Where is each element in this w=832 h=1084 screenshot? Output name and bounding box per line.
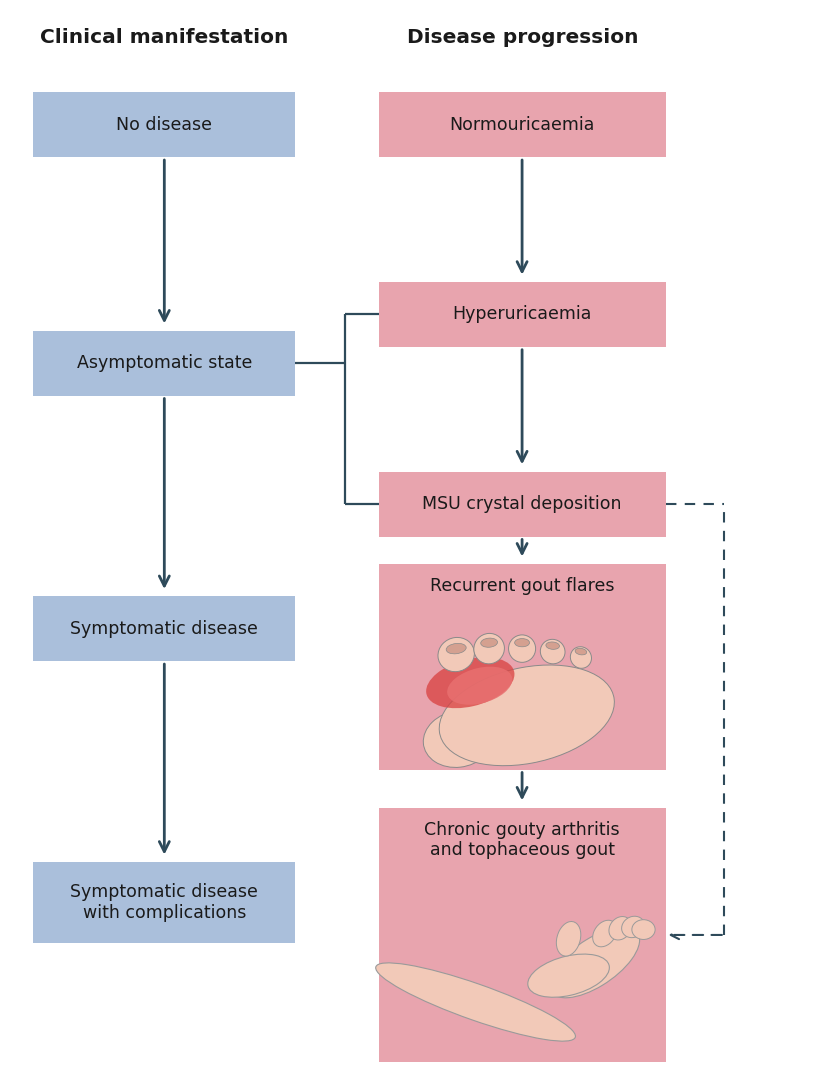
Ellipse shape [423,711,493,767]
Ellipse shape [592,920,617,946]
Ellipse shape [527,954,609,997]
Text: Symptomatic disease
with complications: Symptomatic disease with complications [71,883,258,921]
Text: MSU crystal deposition: MSU crystal deposition [423,495,622,513]
FancyBboxPatch shape [33,862,295,943]
Text: Normouricaemia: Normouricaemia [449,116,595,133]
Ellipse shape [631,919,655,940]
Text: Chronic gouty arthritis
and tophaceous gout: Chronic gouty arthritis and tophaceous g… [424,821,620,860]
Ellipse shape [439,664,614,765]
FancyBboxPatch shape [379,282,666,347]
Ellipse shape [609,917,631,940]
Ellipse shape [575,648,587,655]
Text: Asymptomatic state: Asymptomatic state [77,354,252,372]
Ellipse shape [549,927,640,997]
Ellipse shape [426,657,514,708]
Text: Disease progression: Disease progression [407,28,638,48]
Text: Symptomatic disease: Symptomatic disease [71,620,258,637]
Text: Recurrent gout flares: Recurrent gout flares [430,577,614,595]
Ellipse shape [376,963,576,1041]
Text: Clinical manifestation: Clinical manifestation [40,28,288,48]
Ellipse shape [540,640,565,663]
Text: No disease: No disease [116,116,212,133]
Ellipse shape [474,633,504,663]
Ellipse shape [508,635,536,662]
FancyBboxPatch shape [33,596,295,661]
Text: Hyperuricaemia: Hyperuricaemia [453,306,592,323]
Ellipse shape [481,638,498,647]
FancyBboxPatch shape [379,472,666,537]
Ellipse shape [622,916,645,938]
Ellipse shape [546,642,559,649]
FancyBboxPatch shape [379,564,666,770]
Ellipse shape [571,647,592,669]
Ellipse shape [447,667,513,705]
FancyBboxPatch shape [33,331,295,396]
FancyBboxPatch shape [379,92,666,157]
Ellipse shape [438,637,474,672]
Ellipse shape [515,638,529,647]
FancyBboxPatch shape [379,808,666,1062]
FancyBboxPatch shape [33,92,295,157]
Ellipse shape [557,921,581,956]
Ellipse shape [446,644,466,654]
